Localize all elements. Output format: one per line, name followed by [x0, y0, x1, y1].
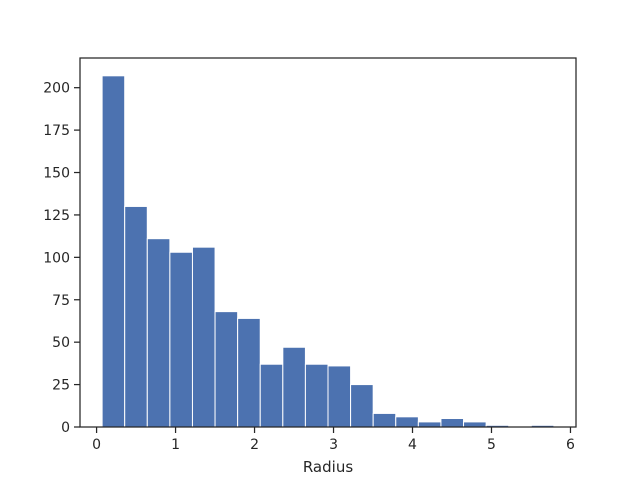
histogram-bar [191, 246, 216, 428]
y-tick-label: 0 [61, 420, 70, 436]
y-tick-label: 75 [52, 293, 70, 309]
x-tick-label: 3 [329, 437, 338, 453]
histogram-bar [350, 384, 374, 428]
x-tick-label: 5 [487, 437, 496, 453]
histogram-bar [463, 421, 487, 428]
plot-frame [79, 57, 577, 428]
histogram-bar [327, 365, 352, 428]
x-tick-label: 1 [171, 437, 180, 453]
x-tick-label: 2 [250, 437, 259, 453]
x-tick-label: 4 [408, 437, 417, 453]
histogram-bar [146, 238, 171, 428]
histogram-bar [372, 412, 397, 428]
y-tick-label: 50 [52, 335, 70, 351]
histogram-bar [417, 421, 442, 428]
histogram-bar [101, 75, 126, 428]
histogram-bar [124, 205, 148, 428]
histogram-bar [169, 251, 193, 428]
histogram-bar [282, 346, 306, 428]
y-tick-label: 175 [43, 123, 70, 139]
histogram-bar [237, 317, 261, 428]
histogram-bar [395, 416, 419, 428]
bars-group [101, 75, 555, 428]
x-tick-label: 6 [566, 437, 575, 453]
x-axis-label: Radius [303, 458, 353, 476]
y-tick-label: 100 [43, 250, 70, 266]
axes-group: 0 1 2 3 4 5 6 0 25 50 75 100 125 150 175 200 [43, 57, 577, 453]
histogram-bar [440, 418, 465, 428]
histogram-bar [259, 363, 284, 428]
y-tick-label: 25 [52, 378, 70, 394]
histogram-bar [214, 311, 239, 428]
y-tick-label: 125 [43, 208, 70, 224]
histogram-bar [304, 363, 329, 428]
y-tick-label: 150 [43, 166, 70, 182]
y-tick-label: 200 [43, 81, 70, 97]
x-tick-label: 0 [92, 437, 101, 453]
